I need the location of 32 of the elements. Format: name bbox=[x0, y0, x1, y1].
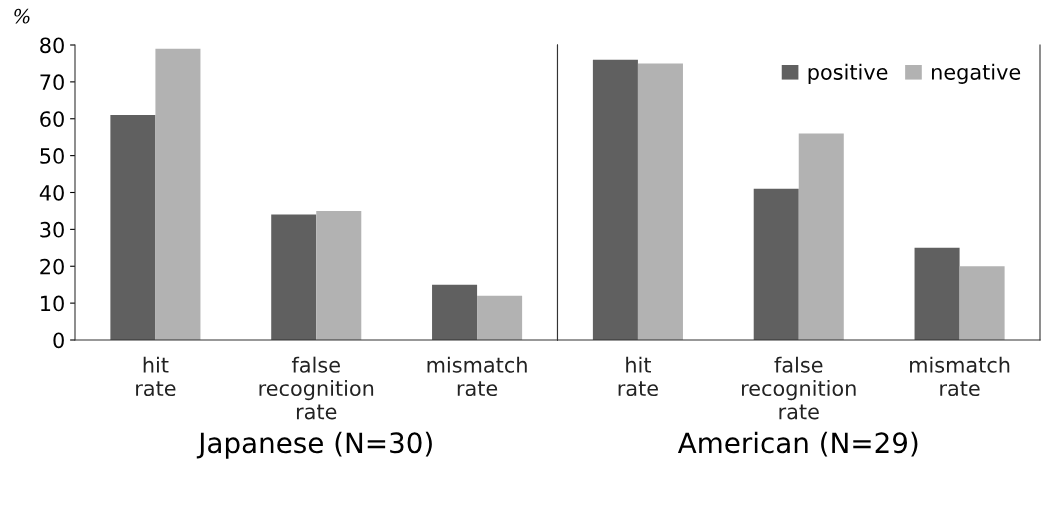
y-tick-label: 60 bbox=[40, 111, 64, 127]
y-tick-label: 0 bbox=[53, 332, 64, 349]
x-tick-label: hit rate bbox=[618, 356, 658, 397]
bar bbox=[110, 115, 156, 340]
bar bbox=[753, 188, 799, 340]
bar bbox=[592, 59, 638, 340]
y-tick-label: 70 bbox=[40, 74, 64, 91]
bar bbox=[271, 214, 317, 340]
x-axis-title: American (N=29) bbox=[677, 431, 918, 457]
bar bbox=[914, 247, 960, 340]
x-axis-title: Japanese (N=30) bbox=[196, 431, 432, 459]
bar bbox=[798, 133, 844, 340]
y-tick-label: 20 bbox=[40, 258, 64, 275]
bar bbox=[316, 210, 362, 340]
y-axis-title: % bbox=[14, 8, 30, 24]
x-tick-label: hit rate bbox=[136, 356, 176, 397]
y-tick-label: 50 bbox=[40, 148, 64, 164]
x-tick-label: mismatch rate bbox=[427, 356, 527, 397]
x-tick-label: false recognition rate bbox=[259, 356, 374, 420]
bar bbox=[959, 266, 1005, 340]
y-tick-label: 30 bbox=[40, 221, 64, 238]
y-tick-label: 80 bbox=[40, 37, 64, 54]
legend-label: negative bbox=[932, 63, 1021, 84]
bar bbox=[637, 63, 683, 340]
bar bbox=[477, 295, 523, 340]
bar bbox=[155, 48, 201, 340]
y-tick-label: 40 bbox=[39, 184, 64, 201]
x-tick-label: false recognition rate bbox=[742, 356, 856, 420]
bar bbox=[432, 284, 478, 340]
y-tick-label: 10 bbox=[41, 295, 64, 312]
x-tick-label: mismatch rate bbox=[910, 356, 1010, 397]
legend-label: positive bbox=[808, 63, 888, 84]
